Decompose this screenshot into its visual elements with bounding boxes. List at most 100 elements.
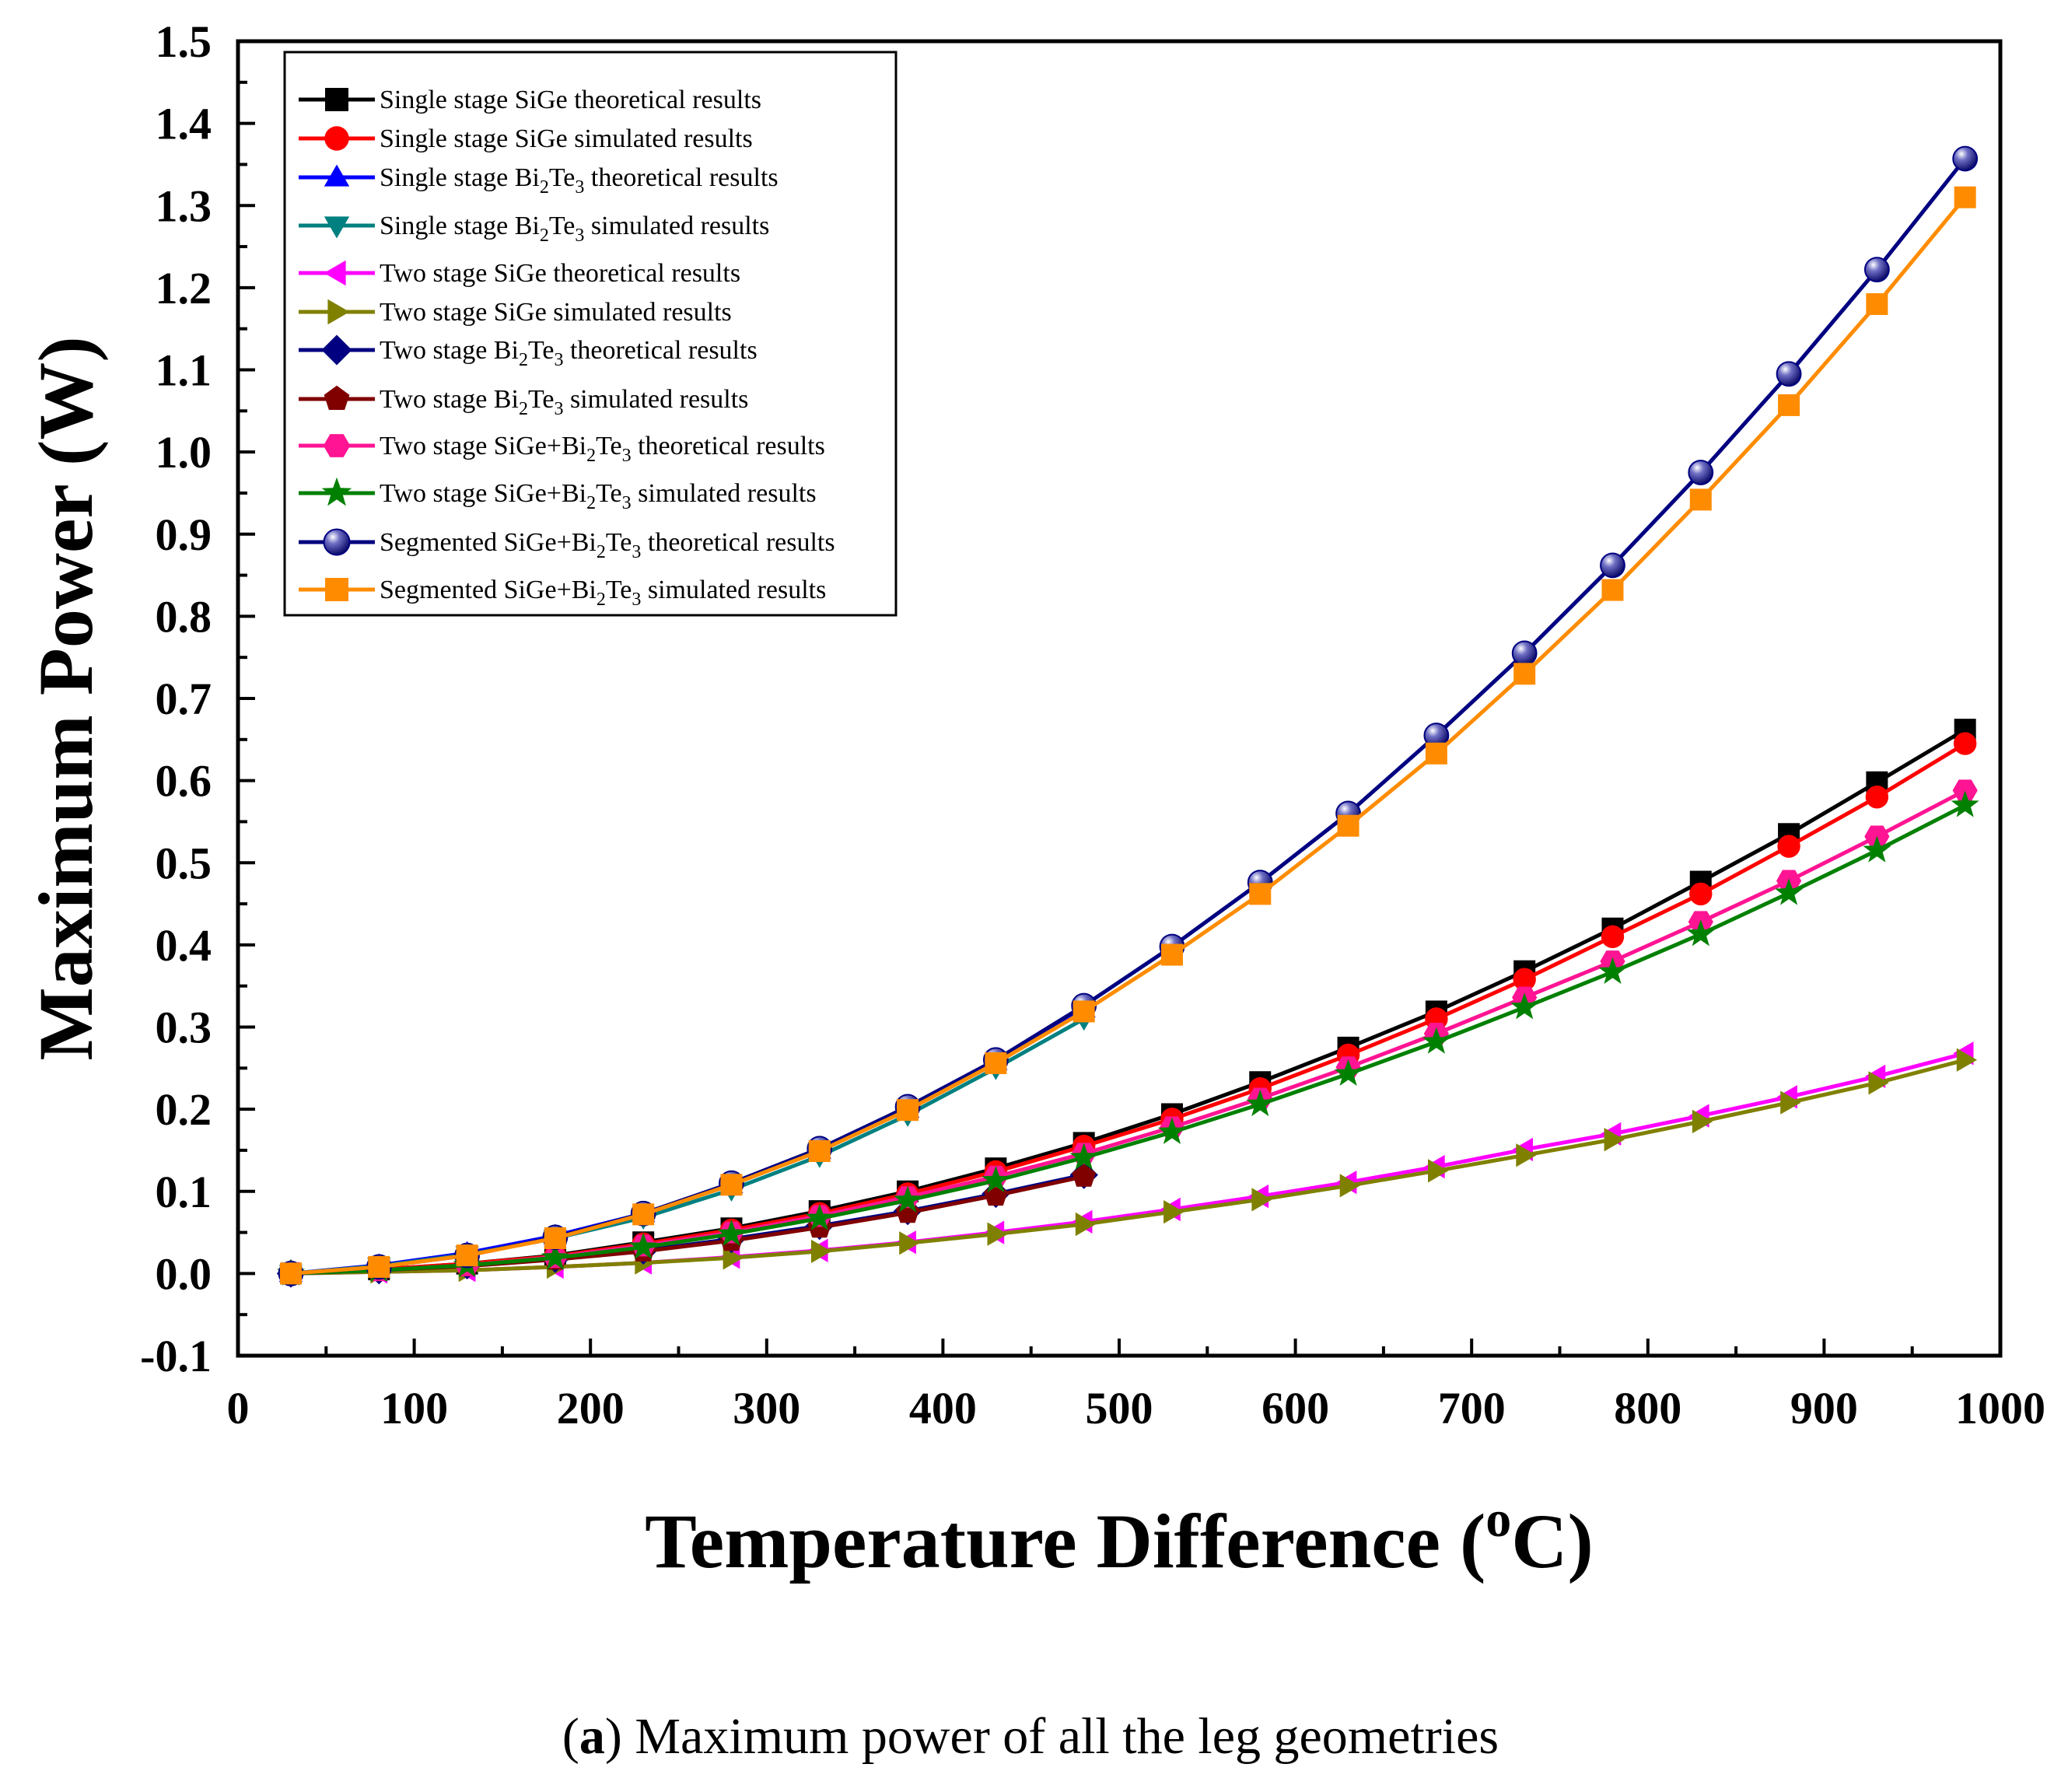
x-tick-label: 500 (1086, 1383, 1153, 1433)
x-axis-label: Temperature Difference (oC) (645, 1491, 1594, 1584)
legend-box (283, 51, 898, 617)
data-point (1600, 552, 1625, 579)
caption-text: Maximum power of all the leg geometries (621, 1708, 1499, 1765)
y-tick-label: 0.8 (156, 591, 212, 642)
axis-labels: Temperature Difference (oC) Maximum Powe… (23, 336, 1594, 1584)
y-tick-label: 0.5 (156, 838, 212, 888)
series-line (290, 196, 1967, 1276)
data-point (629, 1232, 658, 1259)
x-tick-label: 800 (1614, 1383, 1681, 1433)
data-point (1952, 779, 1978, 802)
data-point (1160, 943, 1183, 966)
legend-entry: Two stage Bi2Te3 simulated results (299, 385, 748, 419)
data-point (1601, 925, 1625, 949)
data-point (897, 1099, 919, 1122)
data-point (1069, 1143, 1098, 1170)
y-tick-label: 1.4 (156, 99, 212, 149)
series-8 (278, 779, 1978, 1285)
data-point (324, 126, 349, 151)
data-point (723, 1246, 744, 1270)
data-point (982, 1166, 1010, 1193)
data-point (324, 260, 346, 286)
data-point (1339, 1174, 1360, 1198)
data-point (1072, 1000, 1095, 1023)
legend-label: Segmented SiGe+Bi2Te3 simulated results (380, 576, 826, 610)
y-tick-label: -0.1 (140, 1331, 212, 1381)
x-tick-label: 1000 (1955, 1383, 2045, 1433)
data-point (324, 216, 350, 239)
data-point (632, 1203, 655, 1226)
y-tick-label: 0.2 (156, 1084, 212, 1135)
y-tick-label: 0.4 (156, 920, 212, 971)
series-line (290, 789, 1966, 1276)
axis-ticks: 0 100 200 300 400 500 600 700 800 900 1000 -0.1 0.0 0… (140, 16, 2045, 1433)
legend-entry: Segmented SiGe+Bi2Te3 simulated results (299, 576, 826, 610)
data-point (1951, 790, 1979, 817)
data-point (899, 1231, 920, 1255)
caption-label: a (579, 1708, 605, 1765)
legend-entry: Two stage SiGe+Bi2Te3 simulated results (299, 477, 817, 513)
y-tick-label: 0.7 (156, 674, 212, 724)
y-tick-label: 1.0 (156, 427, 212, 478)
data-point (1598, 957, 1627, 984)
y-tick-label: 0.9 (156, 509, 212, 560)
x-tick-label: 300 (733, 1383, 800, 1433)
legend-entry: Two stage SiGe theoretical results (299, 259, 740, 288)
series-line (290, 727, 1966, 1276)
data-point (1075, 1212, 1097, 1237)
x-tick-label: 200 (557, 1383, 625, 1433)
data-point (1425, 742, 1447, 765)
data-point (1952, 145, 1979, 172)
data-point (456, 1244, 478, 1267)
data-point (323, 528, 351, 556)
data-point (1251, 1188, 1272, 1212)
legend-label: Two stage SiGe+Bi2Te3 theoretical result… (380, 432, 825, 466)
plot-frame (236, 39, 2003, 1358)
y-tick-label: 0.6 (156, 756, 212, 807)
y-tick-label: 0.3 (156, 1003, 212, 1053)
data-point (1422, 1027, 1450, 1054)
legend-entry: Segmented SiGe+Bi2Te3 theoretical result… (299, 528, 835, 562)
data-point (1863, 257, 1890, 283)
data-point (720, 1174, 743, 1196)
x-tick-label: 400 (909, 1383, 977, 1433)
y-tick-label: 1.2 (156, 263, 212, 313)
y-tick-label: 1.5 (156, 16, 212, 67)
data-point (985, 1052, 1007, 1074)
data-point (1601, 579, 1624, 601)
legend-entry: Two stage SiGe simulated results (299, 298, 732, 327)
legend-label: Two stage SiGe+Bi2Te3 simulated results (380, 479, 817, 513)
legend-entry: Two stage SiGe+Bi2Te3 theoretical result… (299, 432, 825, 466)
figure-caption: (a) Maximum power of all the leg geometr… (562, 1708, 1499, 1765)
data-point (1249, 883, 1272, 905)
data-point (324, 385, 350, 410)
data-point (325, 88, 348, 111)
data-point (368, 1255, 390, 1278)
data-point (1776, 361, 1802, 387)
legend-label: Two stage Bi2Te3 simulated results (380, 385, 748, 419)
data-point (1513, 968, 1536, 991)
data-point (1163, 1200, 1184, 1224)
y-tick-label: 1.3 (156, 180, 212, 231)
data-point (1246, 1089, 1275, 1117)
legend-entry: Single stage Bi2Te3 simulated results (299, 212, 769, 246)
legend-entry: Single stage Bi2Te3 theoretical results (299, 163, 779, 198)
data-point (1689, 882, 1713, 906)
legend-label: Two stage Bi2Te3 theoretical results (380, 336, 758, 370)
series-5 (282, 1048, 1978, 1286)
data-point (544, 1227, 566, 1249)
data-point (1516, 1143, 1537, 1167)
data-point (808, 1139, 831, 1162)
series-line (290, 803, 1966, 1276)
data-point (1956, 1048, 1978, 1072)
data-point (1513, 663, 1536, 685)
x-tick-label: 0 (227, 1383, 250, 1433)
legend-label: Single stage Bi2Te3 simulated results (380, 212, 769, 246)
legend-entry: Single stage SiGe simulated results (299, 124, 753, 153)
data-point (1604, 1128, 1625, 1152)
series-group (276, 145, 1979, 1288)
data-point (1954, 186, 1976, 208)
data-point (323, 434, 351, 457)
data-point (327, 299, 350, 325)
